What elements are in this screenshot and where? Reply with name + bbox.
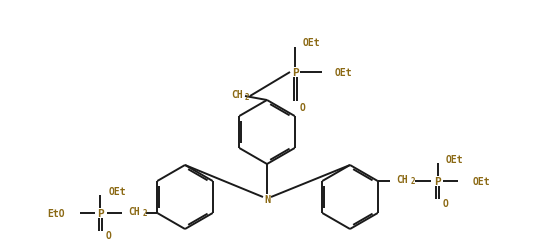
- Text: CH: CH: [231, 90, 243, 100]
- Text: P: P: [97, 208, 104, 218]
- Text: P: P: [434, 176, 441, 186]
- Text: 2: 2: [143, 209, 148, 218]
- Text: N: N: [264, 194, 270, 204]
- Text: O: O: [443, 198, 449, 208]
- Text: 2: 2: [410, 177, 415, 186]
- Text: OEt: OEt: [335, 68, 353, 78]
- Text: OEt: OEt: [108, 186, 126, 196]
- Text: CH: CH: [396, 174, 408, 184]
- Text: OEt: OEt: [446, 154, 463, 164]
- Text: 2: 2: [244, 92, 249, 101]
- Text: CH: CH: [128, 206, 140, 216]
- Text: OEt: OEt: [473, 176, 491, 186]
- Text: O: O: [105, 230, 111, 240]
- Text: O: O: [300, 102, 306, 113]
- Text: EtO: EtO: [48, 208, 65, 218]
- Text: OEt: OEt: [303, 38, 320, 48]
- Text: P: P: [292, 68, 299, 78]
